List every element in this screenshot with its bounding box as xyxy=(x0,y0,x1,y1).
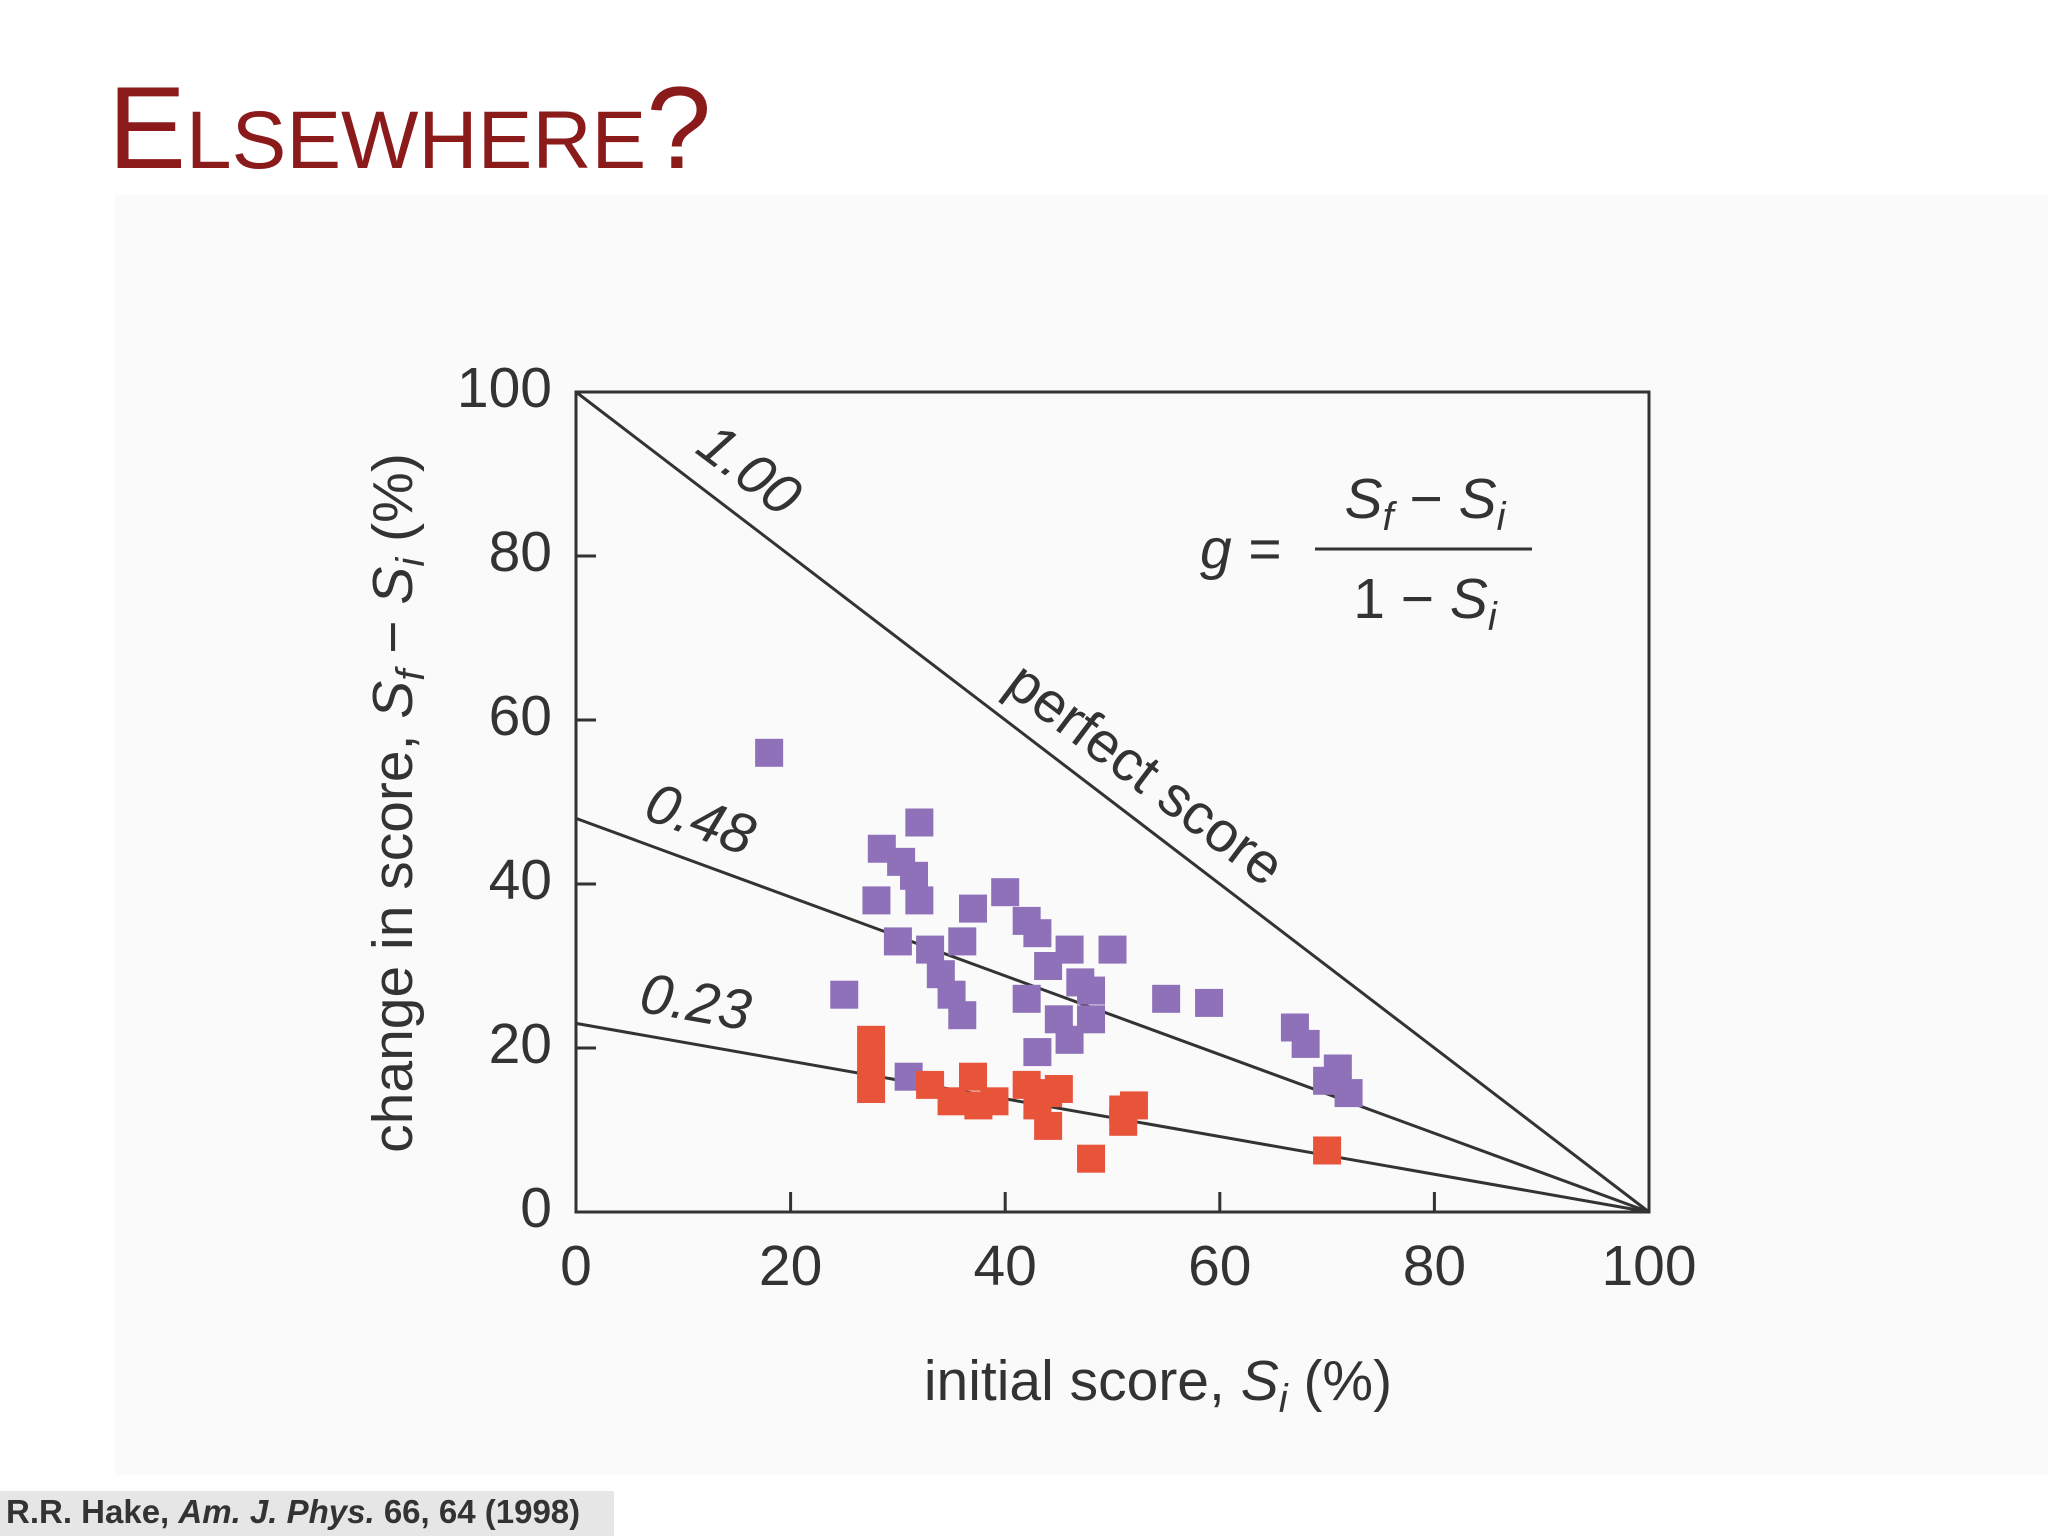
x-tick-label: 40 xyxy=(973,1234,1036,1298)
data-point xyxy=(857,1050,886,1079)
formula-sub: i xyxy=(1497,495,1507,539)
data-point xyxy=(948,927,977,956)
data-point xyxy=(1195,988,1224,1017)
y-tick-label: 100 xyxy=(457,356,552,420)
formula-var: S xyxy=(1459,467,1497,531)
formula-numerator: Sf − Si xyxy=(1344,467,1506,539)
y-label-unit: (%) xyxy=(361,453,425,557)
data-point xyxy=(862,886,891,915)
x-label-var: S xyxy=(1241,1349,1279,1413)
formula-denominator: 1 − Si xyxy=(1353,567,1498,639)
data-point xyxy=(991,878,1020,907)
data-point xyxy=(755,738,784,767)
y-tick-label: 20 xyxy=(489,1012,552,1076)
data-point xyxy=(1291,1029,1320,1058)
gain-line xyxy=(575,816,1650,1214)
data-point xyxy=(1152,984,1181,1013)
citation-journal: Am. J. Phys. xyxy=(177,1493,374,1530)
x-tick-label: 60 xyxy=(1188,1234,1251,1298)
data-point xyxy=(857,1025,886,1054)
data-point xyxy=(1034,952,1063,980)
y-tick-label: 0 xyxy=(520,1176,552,1240)
citation-author: R.R. Hake, xyxy=(6,1493,169,1530)
formula-op: − xyxy=(1394,467,1459,531)
y-axis-label: change in score, Sf − Si (%) xyxy=(361,453,433,1153)
data-point xyxy=(916,935,945,964)
data-point xyxy=(1012,984,1041,1013)
formula-lhs: g = xyxy=(1200,517,1281,581)
plot-frame xyxy=(574,390,1651,1214)
citation-ref: 66, 64 (1998) xyxy=(384,1493,580,1530)
formula-sub: i xyxy=(1488,595,1498,639)
data-point xyxy=(1098,935,1127,964)
slide-title: Elsewhere? xyxy=(108,62,711,193)
y-label-var: S xyxy=(361,681,425,719)
gain-line xyxy=(575,390,1650,1214)
x-label-unit: (%) xyxy=(1288,1349,1392,1413)
data-point xyxy=(959,894,988,923)
data-point xyxy=(905,886,934,915)
data-point xyxy=(937,1087,966,1116)
data-point xyxy=(830,980,859,1009)
data-point xyxy=(959,1062,988,1091)
data-point xyxy=(1055,1025,1084,1054)
y-tick-label: 60 xyxy=(489,684,552,748)
formula-var: S xyxy=(1344,467,1382,531)
data-point xyxy=(1023,1038,1052,1067)
x-tick-label: 20 xyxy=(759,1234,822,1298)
y-label-op: − xyxy=(361,605,425,670)
data-point xyxy=(1334,1079,1363,1108)
y-tick-label: 40 xyxy=(489,848,552,912)
formula-den-text: 1 − xyxy=(1353,567,1450,631)
x-label-sub: i xyxy=(1279,1377,1289,1421)
data-point xyxy=(1077,1144,1106,1173)
data-point xyxy=(1077,976,1106,1005)
data-point xyxy=(857,1075,886,1103)
y-label-var: S xyxy=(361,567,425,605)
x-tick-label: 80 xyxy=(1403,1234,1466,1298)
figure-background xyxy=(115,195,2048,1475)
data-point xyxy=(883,927,912,956)
citation-box xyxy=(0,1491,614,1536)
x-tick-label: 100 xyxy=(1601,1234,1696,1298)
y-tick-label: 80 xyxy=(489,520,552,584)
data-point xyxy=(980,1087,1009,1116)
data-point xyxy=(1034,1111,1063,1140)
formula-var: S xyxy=(1450,567,1488,631)
data-point xyxy=(1313,1136,1342,1165)
x-label-text: initial score, xyxy=(924,1349,1241,1413)
y-label-sub: i xyxy=(389,557,433,567)
x-axis-label: initial score, Si (%) xyxy=(924,1349,1392,1421)
data-point xyxy=(905,808,934,837)
y-label-text: change in score, xyxy=(361,719,425,1153)
data-point xyxy=(899,861,928,890)
x-tick-label: 0 xyxy=(560,1234,592,1298)
citation: R.R. Hake, Am. J. Phys. 66, 64 (1998) xyxy=(6,1493,580,1530)
data-point xyxy=(1023,919,1052,948)
data-point xyxy=(948,1001,977,1030)
data-point xyxy=(1109,1107,1138,1136)
